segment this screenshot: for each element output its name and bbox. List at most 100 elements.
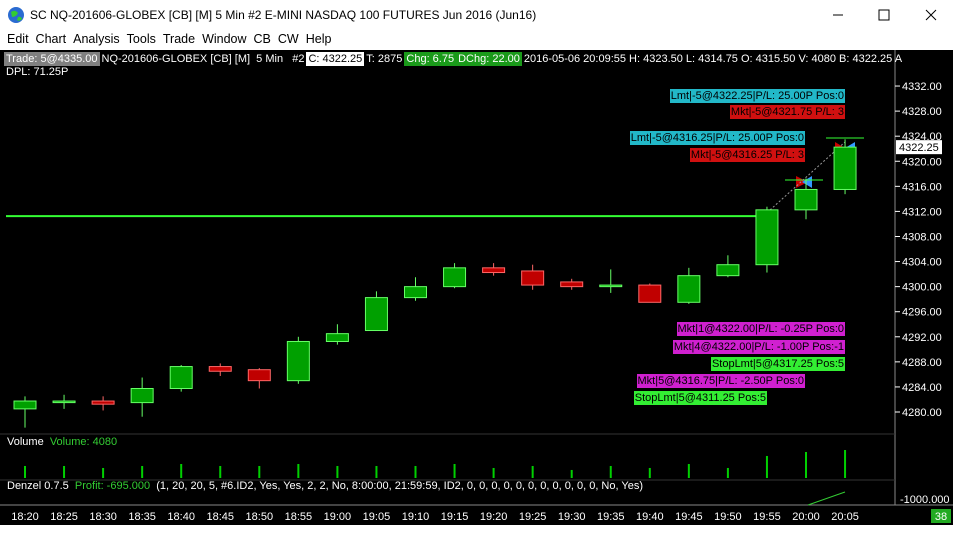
candle-body [169,366,193,390]
volume-bar [258,465,261,478]
candle-body [364,297,388,332]
candle-body [794,188,818,211]
volume-bar [570,469,573,478]
current-price: 4322.25 [899,142,939,154]
order-label: Mkt|5@4316.75|P/L: -2.50P Pos:0 [636,374,805,388]
menu-item[interactable]: Help [305,32,332,46]
volume-bar [414,465,417,478]
candle-body [130,388,154,404]
menu-item[interactable]: CB [253,32,271,46]
volume-bar [531,465,534,478]
candle-body [638,284,662,303]
order-label: Lmt|-5@4316.25|P/L: 25.00P Pos:0 [629,131,805,145]
app-icon [8,7,24,23]
volume-bar [805,451,807,478]
menu-item[interactable]: Window [202,32,247,46]
x-tick-label: 19:20 [480,511,508,523]
candle-body [677,275,701,303]
candle-body [560,281,584,288]
candle-body [325,333,349,342]
candle-body [404,286,427,299]
y-tick-label: 4288.00 [902,357,942,369]
volume-bar [141,465,144,478]
study-label: Denzel 0.7.5 Profit: -695.000 (1, 20, 20… [7,480,643,492]
volume-bar [180,464,183,478]
x-tick-label: 19:35 [597,511,625,523]
order-label: Mkt|1@4322.00|P/L: -0.25P Pos:0 [676,322,845,336]
x-tick-label: 18:35 [128,511,156,523]
x-tick-label: 19:15 [441,511,469,523]
x-tick-label: 18:50 [246,511,274,523]
candle-body [286,340,310,382]
y-tick-label: 4332.00 [902,81,942,93]
menu-item[interactable]: Edit [7,32,29,46]
order-label: Mkt|4@4322.00|P/L: -1.00P Pos:-1 [672,340,845,354]
study-axis-label: -1000.000 [900,494,950,506]
order-label: Mkt|-5@4316.25 P/L: 3 [689,148,805,162]
volume-bar [63,465,66,478]
menu-item[interactable]: CW [277,32,299,46]
y-tick-label: 4292.00 [902,332,942,344]
candle-body [13,400,37,410]
order-label: StopLmt|5@4317.25 Pos:5 [710,357,845,371]
volume-bar [648,467,651,478]
y-tick-label: 4304.00 [902,257,942,269]
y-tick-label: 4300.00 [902,282,942,294]
y-tick-label: 4308.00 [902,231,942,243]
header-field: DChg: 22.00 [456,52,522,66]
y-tick-label: 4316.00 [902,181,942,193]
menu-item[interactable]: Tools [126,32,156,46]
candle-body [208,366,232,372]
volume-bar [687,464,690,478]
candle-body [755,209,779,266]
x-tick-label: 19:30 [558,511,586,523]
candle-body [599,284,623,288]
volume-bar [453,464,456,478]
header-field: 2016-05-06 20:09:55 H: 4323.50 L: 4314.7… [523,53,903,65]
y-tick-label: 4296.00 [902,307,942,319]
order-label: StopLmt|5@4311.25 Pos:5 [633,391,767,405]
menu-item[interactable]: Trade [162,32,196,46]
menu-item[interactable]: Analysis [73,32,120,46]
volume-bar [375,465,378,478]
y-tick-label: 4284.00 [902,382,942,394]
candle-body [247,369,271,382]
header-field: NQ-201606-GLOBEX [CB] [M] 5 Min #2 [101,53,305,65]
status-badge: 38 [935,511,947,523]
candle-body [443,267,467,288]
x-tick-label: 18:55 [285,511,313,523]
volume-bar [765,455,768,478]
header-field: T: 2875 [366,53,403,65]
menu-bar: Edit Chart Analysis Tools Trade Window CB CW Hel… [0,30,953,50]
dpl: DPL: 71.25P [6,66,69,78]
x-tick-label: 18:25 [50,511,78,523]
volume-bar [219,465,222,478]
volume-bar [844,450,847,478]
candle-body [716,264,740,277]
y-tick-label: 4320.00 [902,156,942,168]
study-profit: Profit: -695.000 [74,480,151,492]
x-tick-label: 20:00 [792,511,820,523]
header: Trade: 5@4335.00 NQ-201606-GLOBEX [CB] [M… [4,52,904,66]
x-tick-label: 18:30 [89,511,117,523]
volume-bar [726,467,729,478]
menu-item[interactable]: Chart [35,32,67,46]
header-field: Chg: 6.75 [404,52,457,66]
window-controls[interactable] [833,0,953,30]
x-tick-label: 18:45 [206,511,234,523]
x-tick-label: 20:05 [831,511,859,523]
y-tick-label: 4312.00 [902,206,942,218]
volume-bar [24,465,26,478]
header-field: Trade: 5@4335.00 [4,52,100,66]
study-name: Denzel 0.7.5 [7,480,69,492]
volume-bar [297,464,300,478]
x-tick-label: 19:00 [324,511,352,523]
chart: 38 -1000.000 4280.00 4284.00 4288.00 4292.0… [0,50,953,528]
order-label: Lmt|-5@4322.25|P/L: 25.00P Pos:0 [669,89,845,103]
study-name: Volume [7,436,44,448]
candle-body [482,267,506,274]
x-tick-label: 19:40 [636,511,664,523]
x-tick-label: 19:10 [402,511,430,523]
title-bar: SC NQ-201606-GLOBEX [CB] [M] 5 Min #2 E-… [0,0,953,30]
